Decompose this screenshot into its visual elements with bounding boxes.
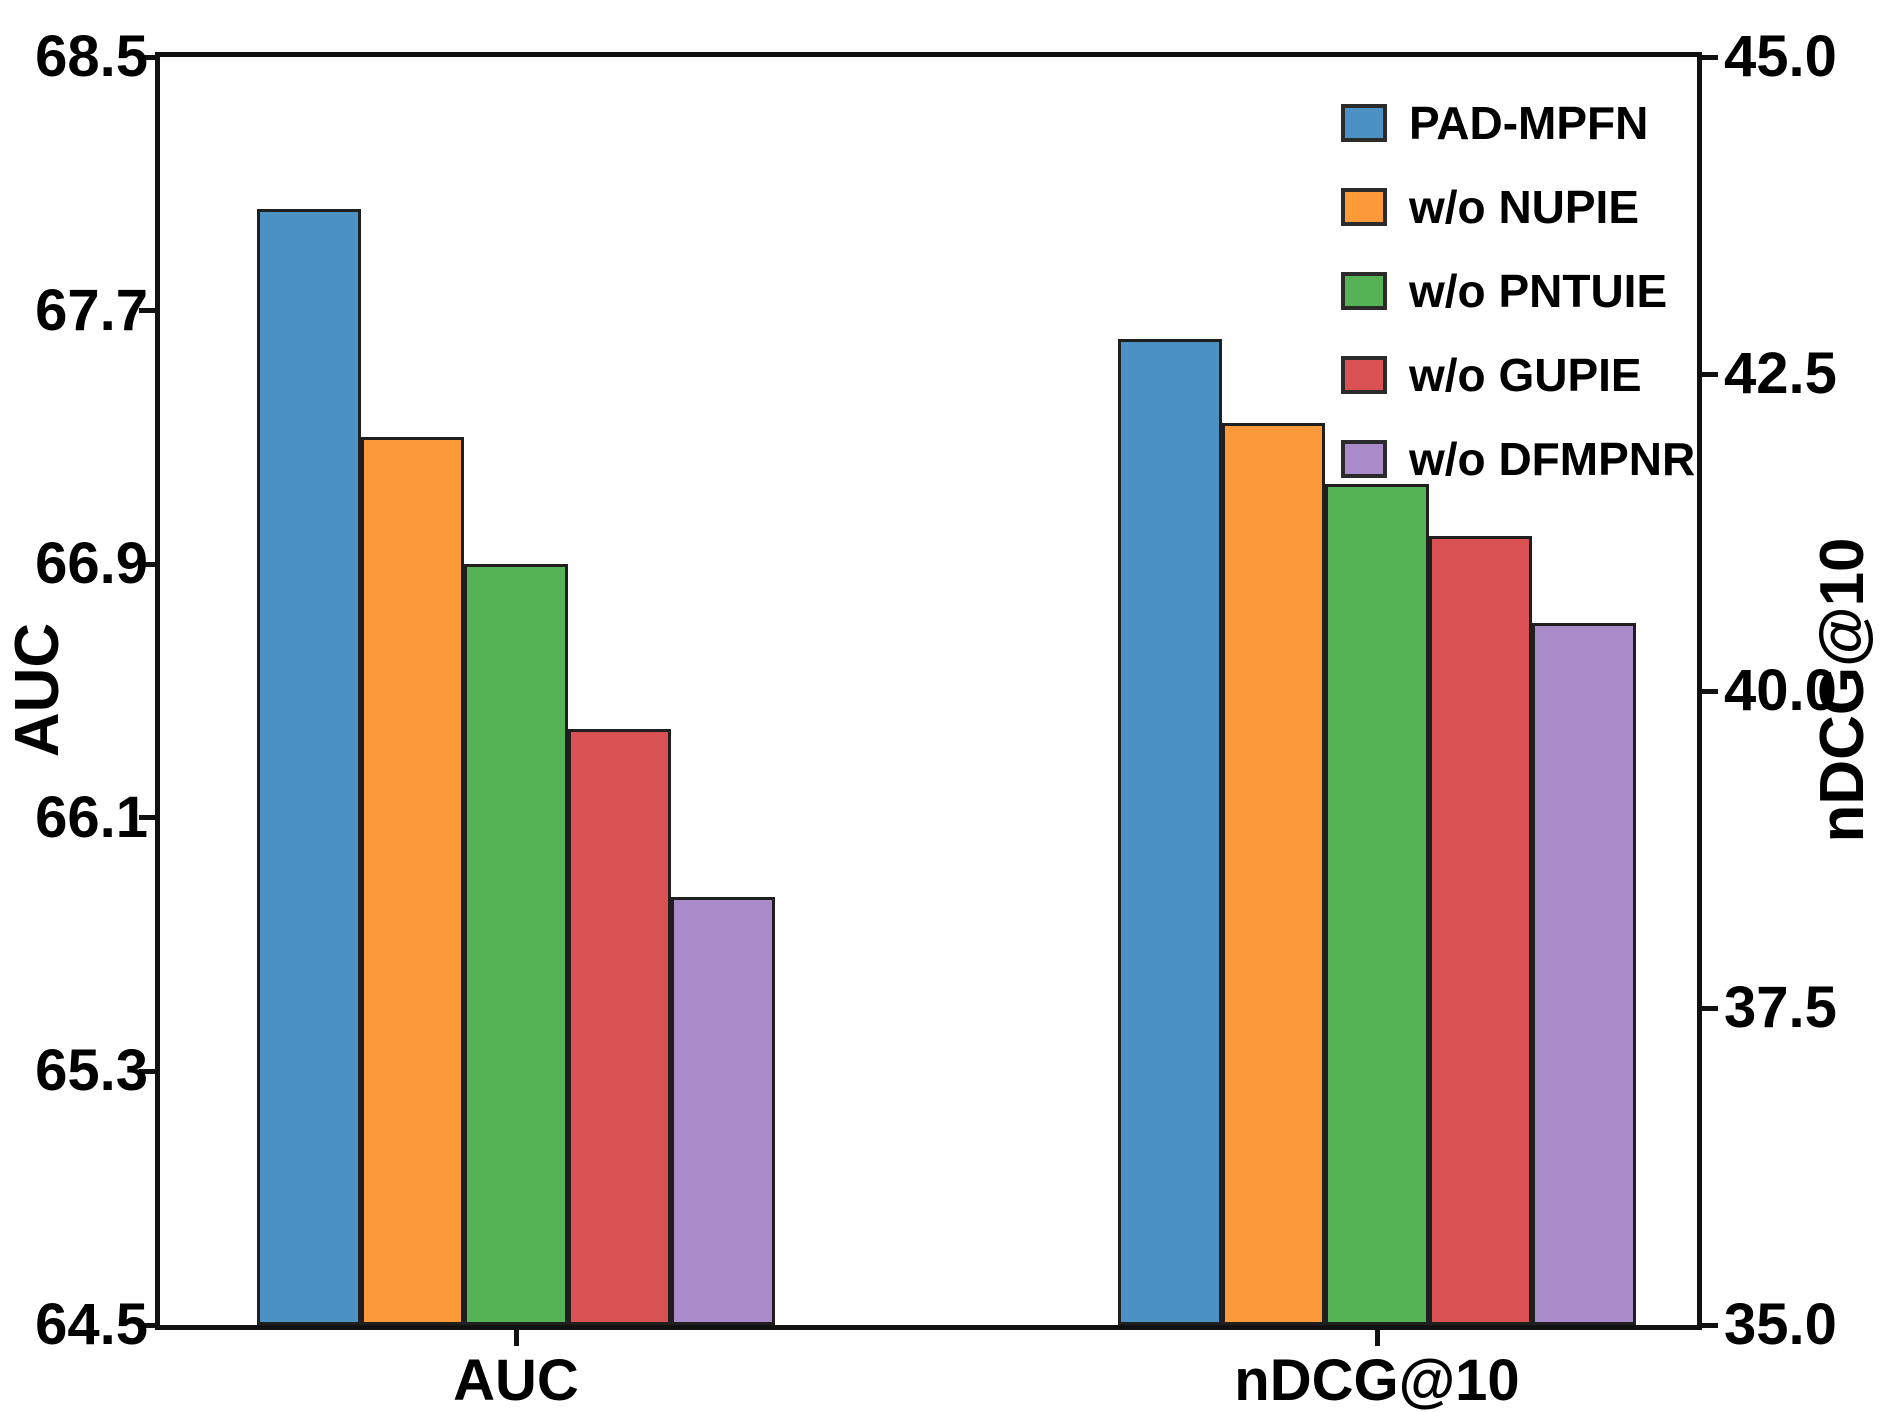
bar-auc-1: [257, 209, 361, 1325]
bar-ndcg10-1: [1118, 338, 1222, 1325]
left-y-tick-label: 66.1: [35, 784, 148, 850]
x-tick-label-auc: AUC: [453, 1348, 579, 1412]
right-y-tick-mark: [1702, 371, 1718, 377]
x-tick-mark: [1374, 1330, 1380, 1346]
right-y-tick-mark: [1702, 1005, 1718, 1011]
left-y-tick-label: 64.5: [35, 1292, 148, 1357]
bar-ndcg10-5: [1532, 622, 1636, 1325]
right-y-tick-label: 40.0: [1724, 658, 1837, 723]
bar-ndcg10-4: [1428, 536, 1533, 1325]
plot-area: [155, 52, 1702, 1330]
right-y-tick-label: 45.0: [1724, 24, 1837, 89]
right-y-tick-mark: [1702, 1322, 1718, 1328]
bar-auc-5: [671, 897, 775, 1325]
left-y-tick-label: 67.7: [35, 277, 148, 343]
left-y-tick-mark: [139, 54, 155, 60]
left-y-tick-label: 66.9: [35, 531, 148, 597]
left-y-tick-label: 65.3: [35, 1038, 148, 1104]
right-y-tick-mark: [1702, 688, 1718, 694]
bar-auc-3: [464, 564, 568, 1325]
x-tick-mark: [513, 1330, 519, 1346]
left-y-tick-mark: [139, 561, 155, 567]
left-y-axis-title: AUC: [3, 622, 72, 758]
left-y-tick-label: 68.5: [35, 24, 148, 89]
bar-ndcg10-2: [1221, 423, 1326, 1325]
right-y-tick-label: 35.0: [1724, 1292, 1837, 1357]
right-y-tick-label: 37.5: [1724, 975, 1837, 1040]
bar-ndcg10-3: [1325, 484, 1429, 1325]
left-y-tick-mark: [139, 1322, 155, 1328]
right-y-tick-mark: [1702, 54, 1718, 60]
bar-auc-2: [360, 437, 465, 1325]
left-y-tick-mark: [139, 1068, 155, 1074]
left-y-tick-mark: [139, 308, 155, 314]
x-tick-label-ndcg10: nDCG@10: [1234, 1348, 1520, 1412]
left-y-tick-mark: [139, 815, 155, 821]
right-y-tick-label: 42.5: [1724, 341, 1837, 406]
bar-auc-4: [567, 729, 672, 1325]
